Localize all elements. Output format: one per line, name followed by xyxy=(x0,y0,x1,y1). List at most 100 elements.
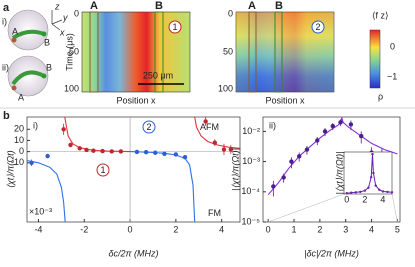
data-point xyxy=(134,149,140,155)
y-axis-label: |⟨χt⟩/π(Ωt)| xyxy=(230,148,240,191)
region-box xyxy=(89,11,99,93)
axis-name: x xyxy=(59,27,65,37)
axis-name: z xyxy=(54,1,60,11)
data-point xyxy=(45,153,50,159)
data-point xyxy=(359,133,364,139)
data-point xyxy=(304,147,310,152)
curve xyxy=(194,117,240,149)
colorbar-tick: 0 xyxy=(390,41,395,51)
inset-point xyxy=(350,191,353,194)
y-tick-label: 0 xyxy=(74,8,79,18)
y-tick-label: 50 xyxy=(69,46,79,56)
sphere xyxy=(7,9,49,51)
sphere xyxy=(7,55,49,97)
inset-point xyxy=(386,190,389,194)
y-tick-label: 20 xyxy=(14,124,24,134)
inset-point xyxy=(359,190,362,194)
x-tick-label: 4 xyxy=(219,224,224,234)
data-point xyxy=(153,150,158,155)
panel-label: b xyxy=(3,110,10,122)
data-point xyxy=(338,120,343,125)
scale-note: ×10⁻³ xyxy=(29,206,52,216)
x-tick-label: 2 xyxy=(173,224,178,234)
inset-y-label: |⟨χt⟩/π(Ωt)| xyxy=(334,152,344,195)
x-tick-label: -4 xyxy=(34,224,42,234)
data-point xyxy=(281,175,286,180)
data-point xyxy=(296,154,302,159)
data-point xyxy=(109,149,114,154)
plot-frame xyxy=(26,116,241,223)
marker-label: B xyxy=(275,0,283,12)
y-tick-label: 50 xyxy=(223,46,233,56)
x-tick-label: 4 xyxy=(369,224,374,234)
y-tick-label: 0 xyxy=(19,146,24,156)
atom xyxy=(41,73,47,79)
scale-bar-label: 250 μm xyxy=(143,70,173,80)
data-point xyxy=(212,140,218,145)
inset-point xyxy=(367,186,370,189)
marker-label: A xyxy=(90,0,98,12)
data-point xyxy=(91,148,96,153)
trajectory xyxy=(11,70,45,86)
region-box xyxy=(274,11,283,93)
inset-point xyxy=(378,188,381,191)
annotation: 1 xyxy=(100,165,105,175)
data-point xyxy=(271,184,276,189)
sketch-label: i) xyxy=(2,16,7,26)
inset-point xyxy=(371,152,374,156)
atom xyxy=(41,31,47,37)
data-point xyxy=(322,129,328,134)
y-tick-label: 10 xyxy=(14,135,24,145)
inset-point xyxy=(369,176,373,179)
y-tick-label: 100 xyxy=(64,83,79,93)
curve xyxy=(27,160,66,222)
axes-icon xyxy=(51,10,63,31)
x-tick-label: 5 xyxy=(395,224,400,234)
point-label: A xyxy=(12,26,18,36)
data-point xyxy=(173,152,179,157)
point-label: A xyxy=(18,92,24,102)
x-tick-label: 3 xyxy=(343,224,348,234)
data-point xyxy=(118,149,124,154)
axis-name: y xyxy=(62,12,68,22)
x-axis-label: Position x xyxy=(116,95,156,105)
data-point xyxy=(182,155,188,160)
panel-tag: i) xyxy=(33,120,38,130)
y-axis-label: ⟨χt⟩/π(Ωt) xyxy=(5,150,15,188)
atom xyxy=(11,85,17,91)
x-axis-label: Position x xyxy=(265,95,305,105)
tag: 2 xyxy=(315,22,320,32)
inset-point xyxy=(390,191,394,194)
inset-tick-label: 4 xyxy=(380,194,385,204)
data-point xyxy=(203,119,208,124)
data-point xyxy=(221,147,227,152)
inset-point xyxy=(345,191,348,195)
y-tick-label: 0 xyxy=(228,8,233,18)
colorbar xyxy=(369,29,381,89)
y-tick-label: 100 xyxy=(218,83,233,93)
panel-tag: ii) xyxy=(269,120,276,130)
y-tick-label: -10 xyxy=(11,157,24,167)
curve xyxy=(64,117,131,153)
x-axis-label: |δc|/2π (MHz) xyxy=(304,248,359,258)
marker-label: B xyxy=(155,0,163,12)
data-point xyxy=(61,127,66,132)
tag: 1 xyxy=(172,22,177,32)
annotation: AFM xyxy=(200,122,219,132)
y-axis-label: Time (μs) xyxy=(64,33,74,71)
region-box xyxy=(154,11,164,93)
plot-area xyxy=(27,117,240,222)
tag-circle xyxy=(168,20,182,34)
colorbar-sub: ρ xyxy=(378,91,383,101)
y-tick-label: 10⁻³ xyxy=(242,156,260,166)
data-point xyxy=(29,160,34,165)
sketch-label: ii) xyxy=(2,62,9,72)
annotation: FM xyxy=(208,208,221,218)
data-point xyxy=(228,147,234,152)
data-point xyxy=(348,122,354,127)
point-label: B xyxy=(44,37,50,47)
trajectory xyxy=(11,29,45,40)
x-tick-label: 2 xyxy=(317,224,322,234)
tag-circle xyxy=(142,120,156,134)
